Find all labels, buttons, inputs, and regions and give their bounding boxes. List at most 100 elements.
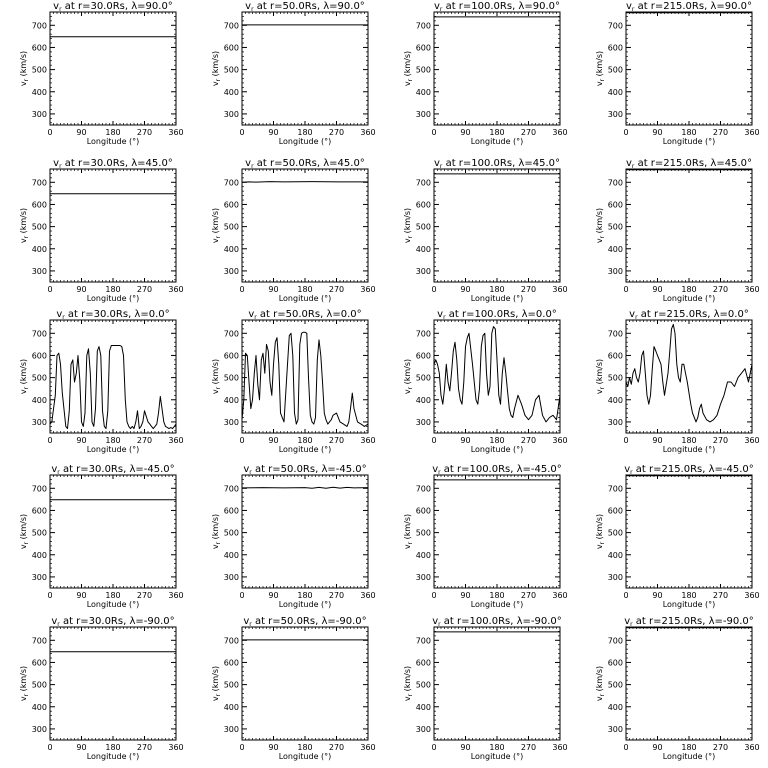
y-tick-label: 300 [32,110,47,119]
y-axis-label: vr (km/s) [595,666,606,701]
y-tick-label: 500 [416,223,431,232]
y-axis-label: vr (km/s) [211,666,222,701]
y-label-symbol: v [403,238,412,243]
panel-title: vr at r=30.0Rs, λ=0.0° [56,309,169,321]
title-subscript: r [249,621,252,628]
y-label-unit: (km/s) [211,359,220,387]
y-tick-label: 300 [608,418,623,427]
y-label-subscript: r [23,693,30,696]
x-tick-label: 360 [552,743,567,752]
x-tick-label: 180 [681,128,696,137]
title-text: at r=215.0Rs, λ=45.0° [634,158,752,169]
y-label-subscript: r [407,386,414,389]
y-label-subscript: r [599,693,606,696]
y-label-unit: (km/s) [403,51,412,79]
title-symbol: v [437,309,443,320]
y-axis-label: vr (km/s) [403,359,414,394]
y-label-unit: (km/s) [595,51,604,79]
x-tick-label: 0 [239,128,244,137]
vr-series-line [625,323,753,423]
y-label-subscript: r [215,235,222,238]
x-tick-label: 270 [329,128,344,137]
y-tick-label: 600 [416,43,431,52]
x-tick-label: 0 [239,436,244,445]
x-tick-label: 360 [360,436,375,445]
y-tick-label: 500 [32,681,47,690]
y-tick-label: 400 [224,551,239,560]
title-subscript: r [438,621,441,628]
plot-frame [49,168,177,283]
x-tick-label: 90 [460,743,470,752]
plot-frame [625,474,753,589]
y-tick-label: 500 [32,374,47,383]
x-tick-label: 270 [137,743,152,752]
title-subscript: r [635,314,638,321]
y-label-unit: (km/s) [19,51,28,79]
x-tick-label: 270 [521,128,536,137]
y-label-subscript: r [407,541,414,544]
title-symbol: v [432,616,438,627]
title-text: at r=30.0Rs, λ=90.0° [62,1,173,12]
panel-title: vr at r=100.0Rs, λ=-90.0° [432,616,562,628]
x-tick-label: 270 [137,591,152,600]
y-label-subscript: r [599,541,606,544]
panel-title: vr at r=100.0Rs, λ=90.0° [434,1,560,13]
vr-series-line [241,331,369,427]
x-tick-label: 180 [681,743,696,752]
x-tick-label: 90 [76,285,86,294]
y-tick-label: 400 [224,245,239,254]
y-tick-label: 300 [224,725,239,734]
x-tick-label: 360 [744,128,759,137]
y-label-unit: (km/s) [403,514,412,542]
panel-3-3: vr at r=100.0Rs, λ=0.0°0 90 180 270 36030040… [403,309,568,454]
x-tick-label: 180 [489,285,504,294]
y-tick-label: 300 [608,267,623,276]
y-tick-label: 400 [416,703,431,712]
y-tick-label: 500 [416,374,431,383]
plot-frame [241,168,369,283]
y-label-symbol: v [19,696,28,701]
y-tick-label: 600 [608,658,623,667]
y-label-subscript: r [215,541,222,544]
plot-frame [625,319,753,434]
y-label-subscript: r [23,386,30,389]
x-tick-label: 180 [489,591,504,600]
panel-title: vr at r=30.0Rs, λ=-90.0° [51,616,174,628]
y-tick-label: 700 [416,178,431,187]
title-symbol: v [434,158,440,169]
y-tick-label: 600 [32,351,47,360]
title-subscript: r [57,621,60,628]
x-tick-label: 360 [744,285,759,294]
x-tick-label: 90 [652,591,662,600]
x-tick-label: 180 [681,285,696,294]
y-label-symbol: v [595,238,604,243]
x-tick-label: 180 [105,128,120,137]
y-tick-label: 400 [224,88,239,97]
title-symbol: v [624,464,630,475]
y-tick-label: 300 [32,725,47,734]
y-tick-label: 300 [608,573,623,582]
y-tick-label: 400 [608,551,623,560]
y-label-symbol: v [211,696,220,701]
y-tick-label: 300 [32,267,47,276]
title-subscript: r [254,314,257,321]
vr-series-line [241,486,369,489]
title-text: at r=30.0Rs, λ=45.0° [62,158,173,169]
y-tick-label: 300 [416,110,431,119]
plot-frame [625,626,753,741]
x-tick-label: 270 [713,743,728,752]
x-tick-label: 360 [168,285,183,294]
y-axis-label: vr (km/s) [595,359,606,394]
y-tick-label: 700 [608,329,623,338]
y-label-symbol: v [403,81,412,86]
y-tick-label: 600 [224,658,239,667]
y-tick-label: 400 [416,396,431,405]
title-subscript: r [632,6,635,13]
y-label-symbol: v [19,544,28,549]
title-text: at r=30.0Rs, λ=-90.0° [60,616,175,627]
y-label-subscript: r [23,235,30,238]
y-tick-label: 400 [224,703,239,712]
y-axis-label: vr (km/s) [211,51,222,86]
title-symbol: v [245,158,251,169]
